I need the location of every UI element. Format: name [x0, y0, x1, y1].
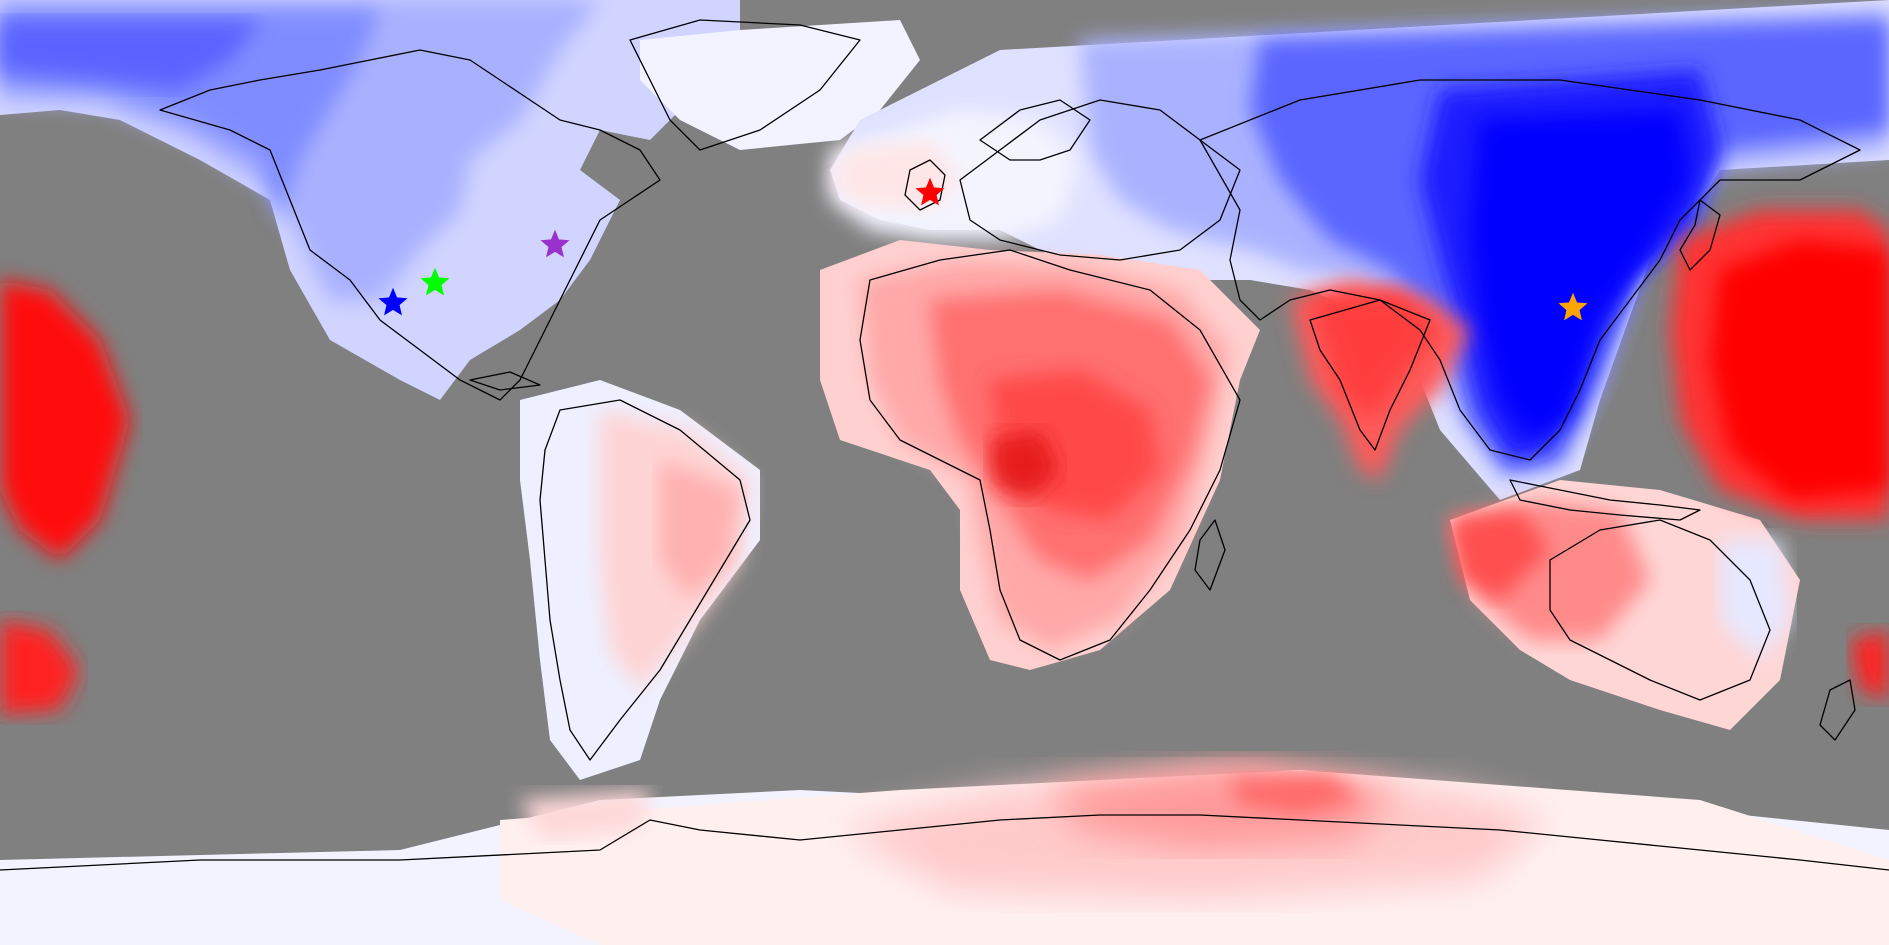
coastline-scandinavia — [979, 99, 1091, 161]
coastline-antarctica — [0, 814, 1889, 871]
coastline-greenland — [629, 19, 861, 151]
coastline-india — [1309, 299, 1431, 451]
coastline-australia — [1549, 519, 1771, 701]
star-marker-east-us — [540, 229, 570, 258]
coastline-asia — [1199, 79, 1861, 461]
field-east-pacific — [0, 280, 1889, 715]
star-marker-central-us-green — [420, 267, 450, 296]
coastline-new-zealand — [1819, 679, 1856, 741]
field-antarctica — [0, 760, 1889, 945]
star-marker-east-asia — [1558, 292, 1588, 321]
coastline-japan — [1679, 199, 1721, 271]
coastline-south-america — [539, 399, 751, 761]
field-eurasia — [830, 0, 1889, 500]
field-west-pacific — [1670, 210, 1889, 520]
coastline-europe — [959, 99, 1241, 261]
coastline-africa — [859, 249, 1241, 661]
coastline-cuba — [469, 371, 541, 391]
coastline-madagascar — [1194, 519, 1226, 591]
coastline-north-america — [159, 49, 661, 401]
star-marker-london — [915, 177, 945, 206]
star-marker-central-us-blue — [378, 287, 408, 316]
markers-layer — [378, 177, 1588, 321]
field-africa — [820, 240, 1260, 670]
coastline-britain — [904, 159, 946, 211]
coastlines — [0, 19, 1889, 871]
field-south-america — [520, 380, 760, 780]
coastline-indonesia — [1509, 479, 1701, 521]
